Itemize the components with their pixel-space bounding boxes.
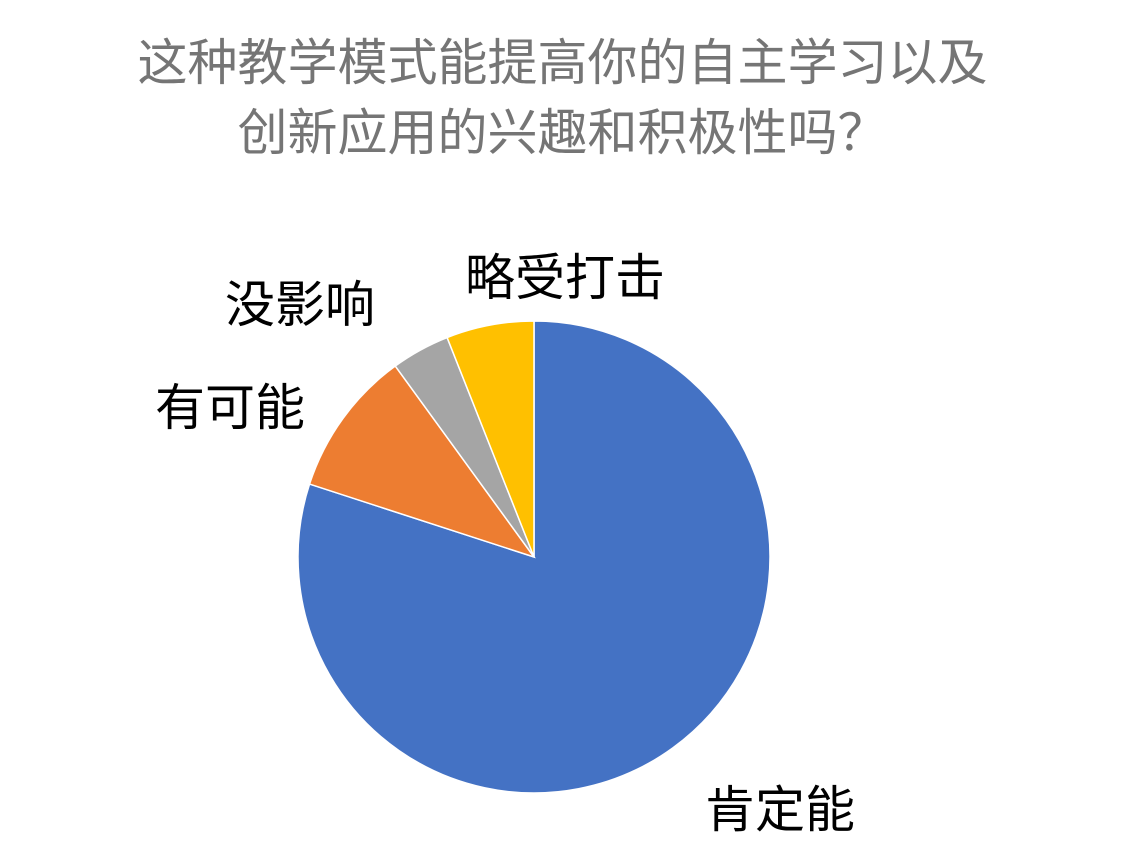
pie-slice-3: [446, 320, 535, 558]
slice-label-1: 有可能: [155, 379, 305, 437]
chart-title-line-2: 创新应用的兴趣和积极性吗？: [237, 104, 888, 162]
slice-label-2: 没影响: [225, 276, 375, 334]
slice-label-3: 略受打击: [465, 249, 665, 307]
slice-label-0: 肯定能: [705, 781, 855, 839]
pie-slice-1: [308, 365, 536, 559]
chart-title-line-1: 这种教学模式能提高你的自主学习以及: [137, 34, 988, 92]
chart-title: 这种教学模式能提高你的自主学习以及 创新应用的兴趣和积极性吗？: [0, 28, 1125, 168]
